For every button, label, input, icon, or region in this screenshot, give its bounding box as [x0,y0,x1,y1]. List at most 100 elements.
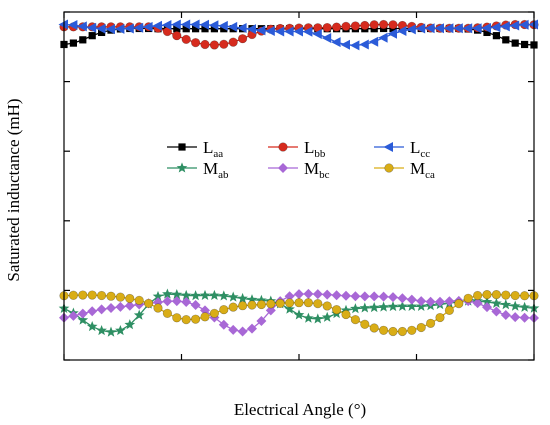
data-point-laa [210,25,218,33]
data-point-lcc [368,36,379,47]
data-point-mbc [312,289,323,300]
data-point-lcc [161,19,172,30]
data-point-mab [86,320,98,332]
y-axis-label: Saturated inductance (mH) [4,98,23,281]
data-point-mab [368,301,380,313]
data-point-mbc [510,312,521,323]
data-point-mca [416,322,426,333]
data-point-mca [407,325,417,335]
data-point-mbc [115,301,126,312]
legend-item-mca: Mca [374,159,435,181]
legend-item-laa: Laa [167,138,223,160]
data-point-mab [321,311,333,322]
data-point-mca [68,290,78,300]
data-point-mca [115,292,125,302]
data-point-lcc [528,19,538,30]
data-point-mab [227,291,239,302]
data-point-lcc [227,21,238,32]
data-point-laa [98,28,106,37]
legend-label-sub: cc [420,148,430,160]
data-point-mbc [247,323,257,334]
x-axis-label: Electrical Angle (°) [234,400,366,419]
legend-marker [176,162,188,173]
data-point-lbb [360,20,370,31]
data-point-mca [78,290,88,300]
data-point-laa [88,32,96,40]
data-point-mab [491,297,502,308]
axes-layer [63,11,535,361]
data-point-lcc [133,22,144,33]
data-point-mab [96,324,107,336]
data-point-mab [340,304,352,315]
data-point-mab [190,290,201,301]
data-point-lbb [219,39,229,49]
data-point-lcc [331,37,341,48]
data-point-lcc [96,23,106,34]
data-point-laa [483,28,491,37]
data-point-mab [152,290,164,301]
legend-label: Lbb [304,138,326,160]
legend-label-sub: ab [218,169,229,181]
data-point-mca [397,326,408,337]
data-point-mab [519,301,530,312]
data-point-lcc [340,39,350,50]
legend-item-lcc: Lcc [374,138,430,160]
data-point-mbc [171,296,182,307]
data-point-mca [172,313,182,323]
legend-label-sub: ca [425,169,435,181]
data-point-mca [463,293,473,303]
series-mca [59,289,539,337]
data-point-mbc [519,312,530,323]
data-point-lbb [322,22,332,33]
data-point-mca [313,299,323,309]
data-point-mab [77,314,89,325]
data-point-lcc [58,19,68,30]
data-point-mca [435,312,445,323]
data-point-lbb [172,31,182,41]
data-point-lcc [425,23,435,34]
data-point-laa [79,36,87,44]
data-point-mbc [162,296,173,307]
legend-marker [178,143,186,151]
data-point-mca [96,290,107,301]
data-point-lcc [434,23,444,34]
data-point-mbc [218,319,229,330]
data-point-lcc [490,22,501,33]
data-point-mab [406,300,418,311]
data-point-lcc [481,23,491,34]
legend-label-sub: bb [314,148,326,160]
data-point-mca [303,298,314,308]
data-point-lcc [255,25,266,36]
data-point-mbc [472,298,483,309]
data-point-lcc [443,23,454,34]
data-point-lcc [406,24,416,35]
data-point-lcc [152,20,162,31]
data-point-mbc [482,302,492,313]
data-point-mca [228,302,238,312]
data-point-mbc [369,291,380,302]
data-point-lbb [228,37,238,47]
legend-label-main: M [203,159,218,178]
data-point-mab [199,289,211,301]
data-point-mab [133,309,145,320]
data-point-mca [256,299,267,310]
legend-marker [383,142,393,152]
data-point-lbb [191,38,201,48]
data-point-lbb [379,19,389,30]
data-point-lcc [462,23,473,34]
data-point-lcc [265,26,275,37]
data-point-lcc [143,21,153,32]
data-point-mbc [265,305,276,316]
data-point-mbc [237,326,248,337]
data-point-mab [303,312,314,323]
legend-label: Mab [203,159,229,181]
data-point-mbc [397,293,408,304]
data-point-mbc [294,289,304,300]
data-point-lcc [124,23,134,34]
data-point-lbb [200,39,210,50]
data-point-mca [482,289,492,300]
data-point-mbc [350,291,361,302]
data-point-lcc [415,23,426,34]
